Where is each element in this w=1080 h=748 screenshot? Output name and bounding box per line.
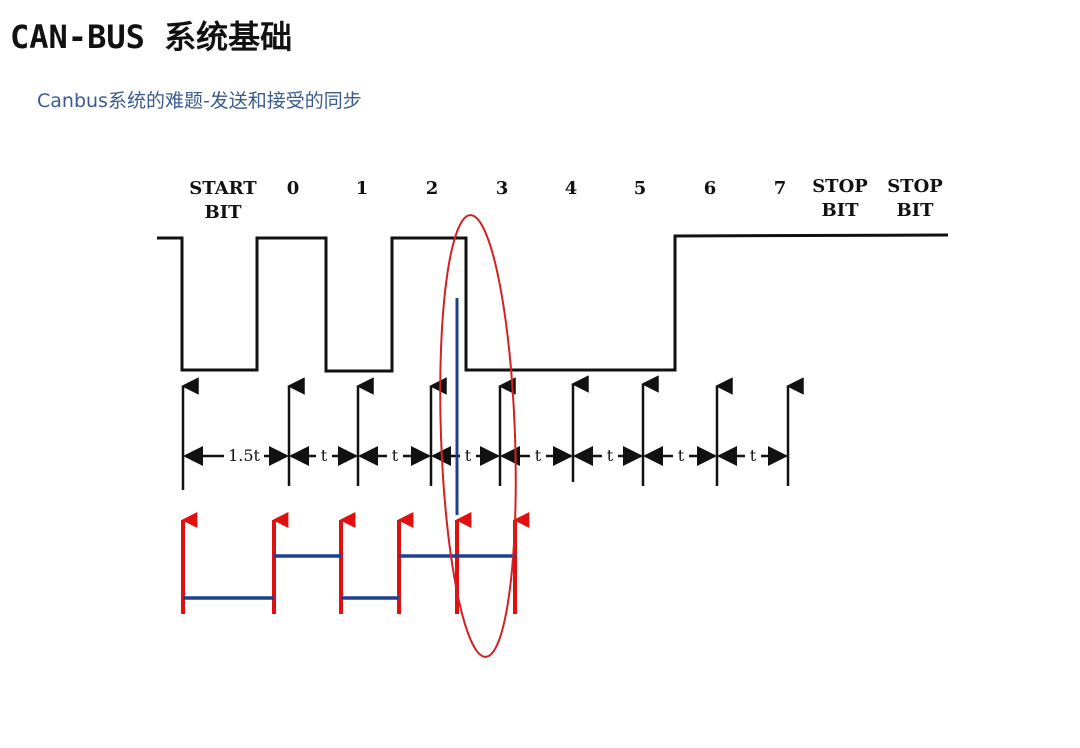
bit-label-start: START bbox=[189, 178, 257, 199]
interval-label: t bbox=[607, 446, 614, 465]
bit-label-stop2: STOP bbox=[887, 176, 943, 197]
interval-label: t bbox=[465, 446, 472, 465]
highlight-ellipse bbox=[439, 214, 517, 658]
bit-label-2: 2 bbox=[426, 178, 439, 199]
page-subtitle: Canbus系统的难题-发送和接受的同步 bbox=[37, 90, 362, 112]
signal-waveform bbox=[157, 233, 949, 373]
bit-label-4: 4 bbox=[565, 178, 578, 199]
receiver-arrows bbox=[181, 512, 530, 614]
bit-label-1: 1 bbox=[356, 178, 369, 199]
bit-label-3: 3 bbox=[496, 178, 509, 199]
bit-label-6: 6 bbox=[704, 178, 717, 199]
bit-label-7: 7 bbox=[774, 178, 787, 199]
bit-label-start-bit: BIT bbox=[204, 202, 242, 223]
interval-label: t bbox=[750, 446, 757, 465]
interval-label: 1.5t bbox=[228, 446, 260, 465]
sample-arrows bbox=[181, 375, 804, 490]
bit-label-stop1-bit: BIT bbox=[821, 200, 859, 221]
interval-label: t bbox=[321, 446, 328, 465]
interval-label: t bbox=[678, 446, 685, 465]
bit-label-0: 0 bbox=[287, 178, 300, 199]
interval-label: t bbox=[535, 446, 542, 465]
bit-label-stop1: STOP bbox=[812, 176, 868, 197]
interval-label: t bbox=[392, 446, 399, 465]
bit-label-stop2-bit: BIT bbox=[896, 200, 934, 221]
page-title: CAN-BUS 系统基础 bbox=[10, 18, 293, 56]
bit-label-5: 5 bbox=[634, 178, 647, 199]
